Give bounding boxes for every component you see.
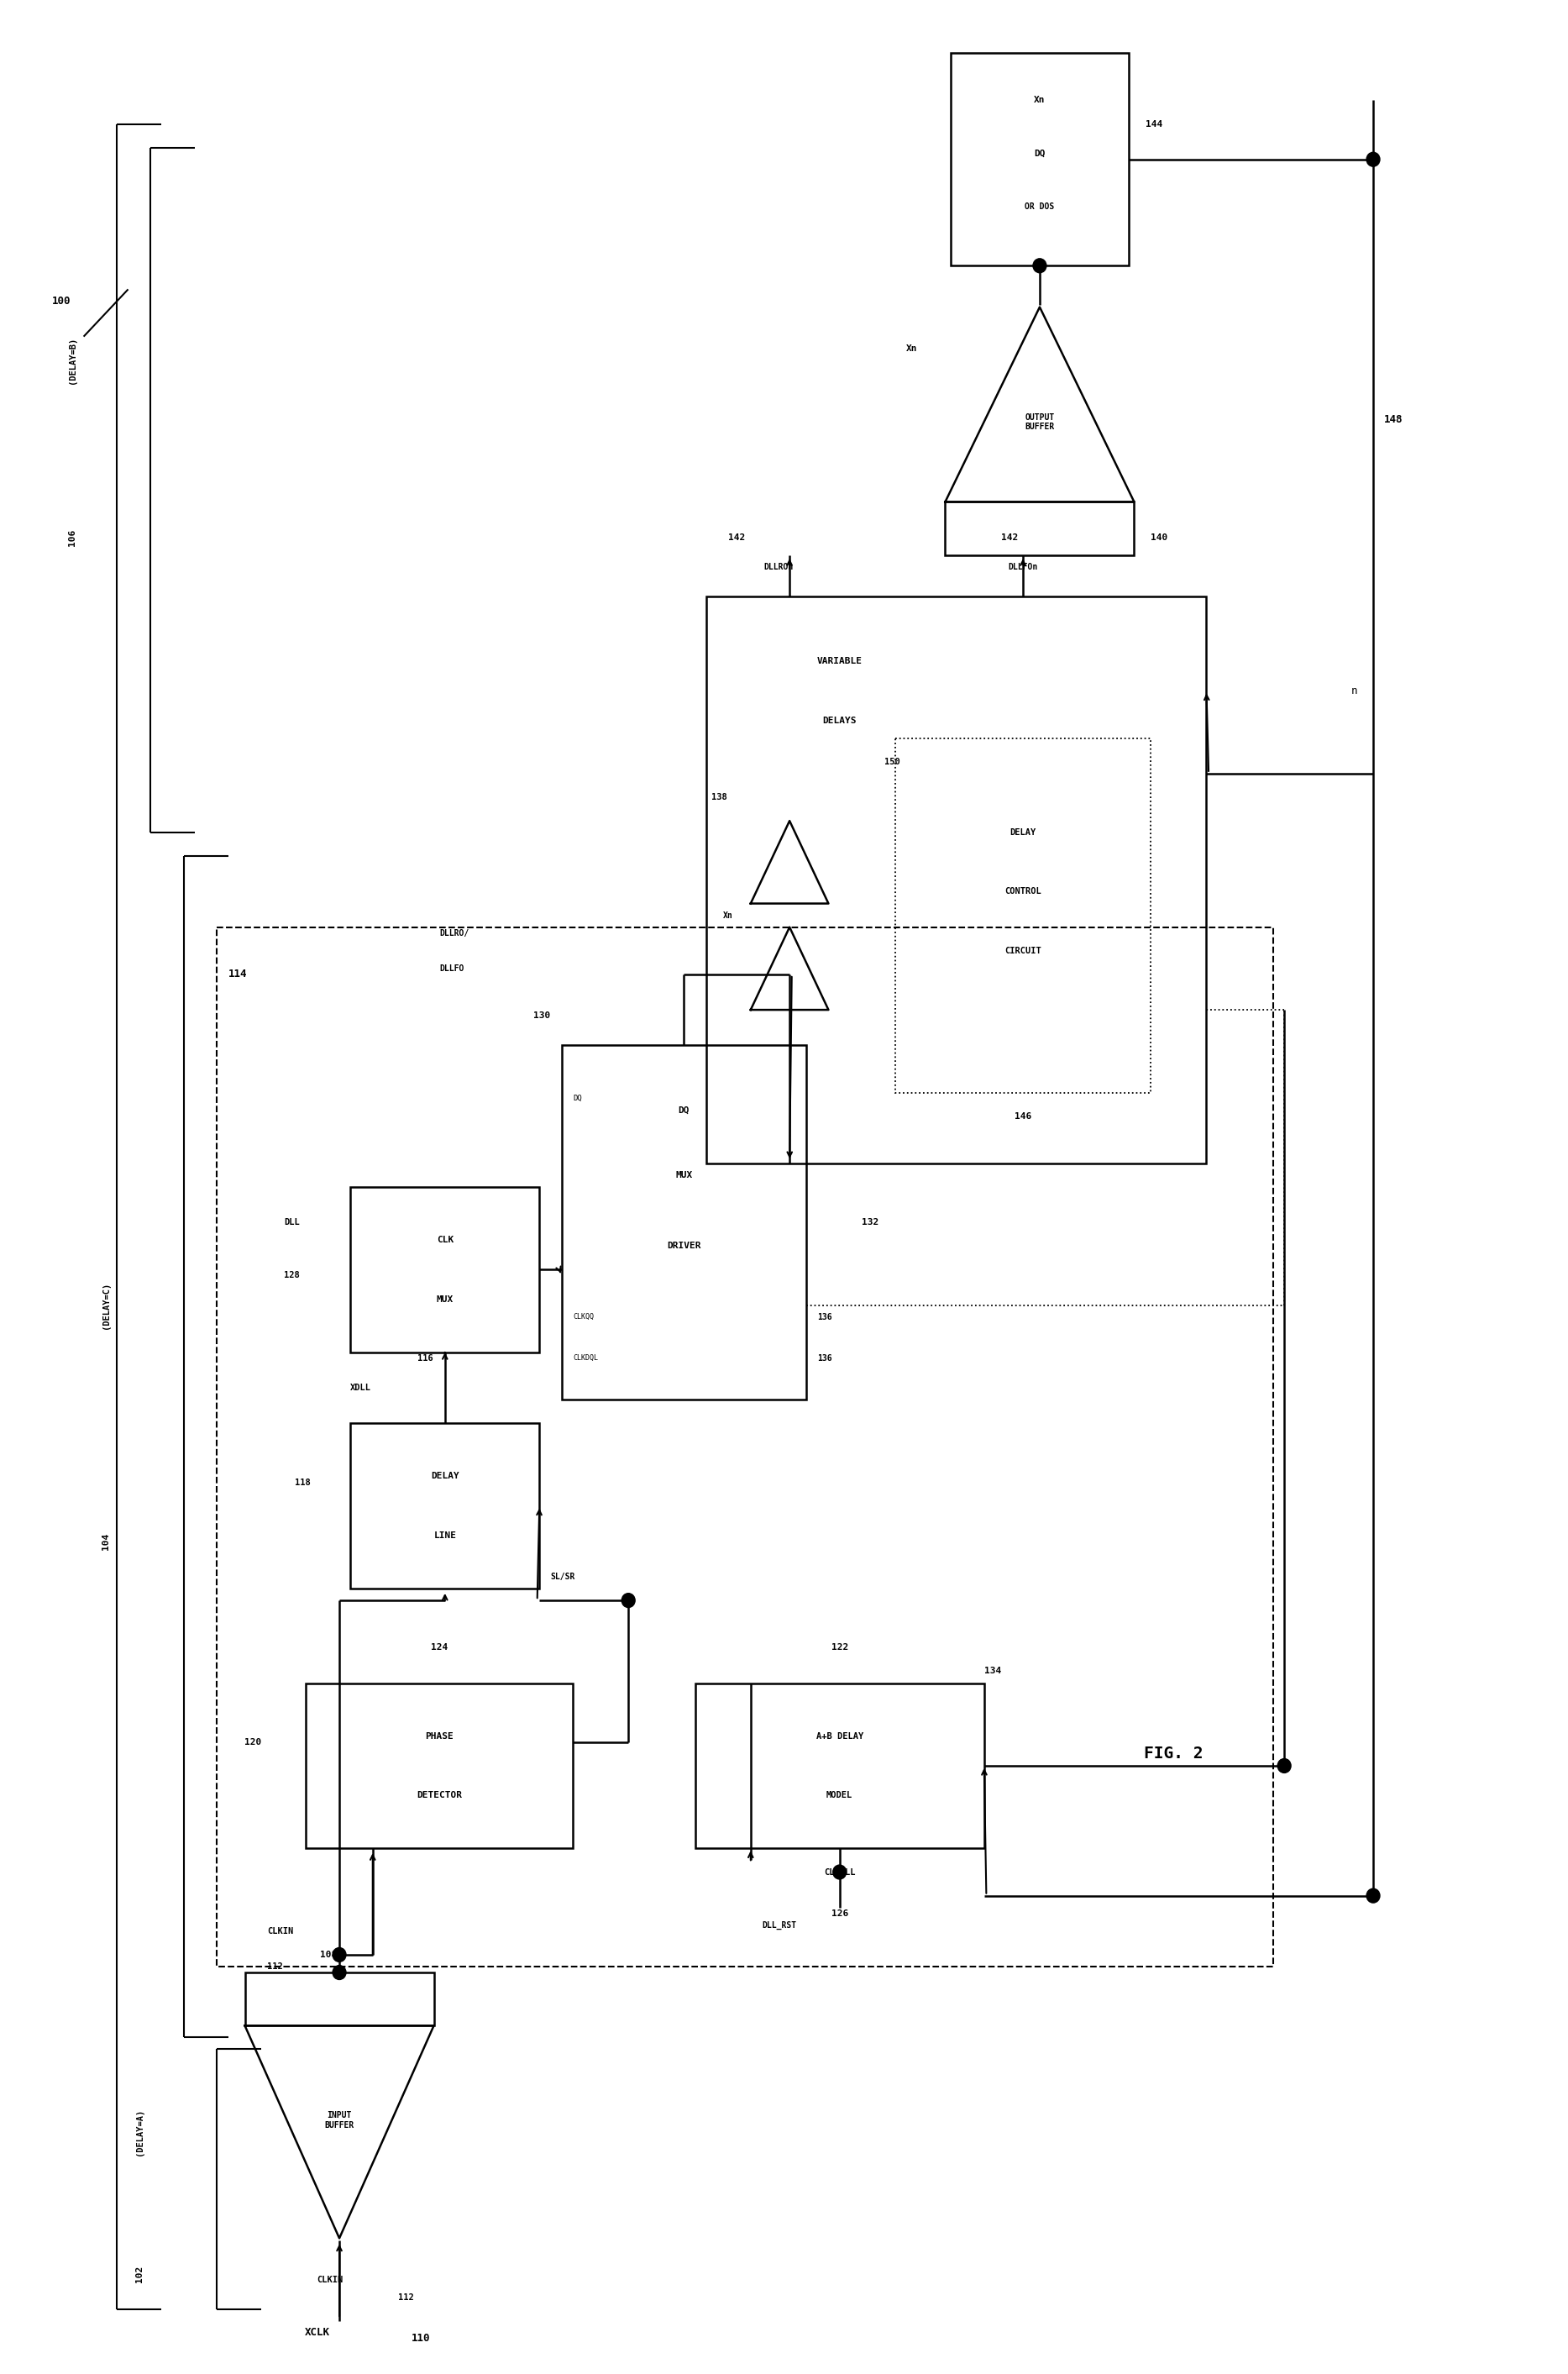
Text: XDLL: XDLL [351, 1384, 372, 1391]
Text: 110: 110 [411, 2334, 431, 2343]
Bar [306, 1683, 572, 1849]
Circle shape [1033, 259, 1046, 273]
Text: 104: 104 [102, 1534, 110, 1550]
Text: Xn: Xn [1033, 95, 1046, 104]
Circle shape [1278, 1759, 1290, 1773]
Circle shape [332, 1966, 347, 1980]
Circle shape [1367, 1890, 1380, 1904]
Text: DELAY: DELAY [1010, 829, 1036, 838]
Text: DELAYS: DELAYS [823, 717, 856, 724]
Text: 140: 140 [1151, 534, 1168, 541]
Text: XCLK: XCLK [304, 2327, 329, 2338]
Text: 102: 102 [135, 2265, 143, 2281]
Bar [561, 1045, 806, 1401]
Bar [351, 1187, 539, 1353]
Text: MUX: MUX [436, 1294, 453, 1303]
Text: MUX: MUX [676, 1170, 693, 1180]
Text: LINE: LINE [434, 1531, 456, 1541]
Text: 138: 138 [712, 793, 728, 802]
Text: 128: 128 [284, 1272, 299, 1280]
Text: CLKIN: CLKIN [267, 1928, 293, 1935]
Text: 146: 146 [1014, 1111, 1032, 1121]
Text: DRIVER: DRIVER [666, 1242, 701, 1251]
Text: CONTROL: CONTROL [1005, 888, 1041, 895]
Text: SL/SR: SL/SR [550, 1572, 575, 1581]
Bar [351, 1424, 539, 1588]
Text: 148: 148 [1385, 413, 1403, 425]
Text: 144: 144 [1145, 119, 1162, 128]
Text: CLKDQL: CLKDQL [572, 1356, 597, 1363]
Text: 142: 142 [729, 534, 745, 541]
Text: OR DOS: OR DOS [1025, 202, 1055, 211]
Text: 118: 118 [295, 1479, 310, 1486]
Bar [216, 928, 1273, 1966]
Text: VARIABLE: VARIABLE [817, 658, 862, 665]
Text: 112: 112 [267, 1963, 282, 1970]
Bar [695, 1683, 985, 1849]
Text: OUTPUT
BUFFER: OUTPUT BUFFER [1025, 413, 1055, 432]
Circle shape [621, 1593, 635, 1607]
Text: 100: 100 [52, 297, 71, 306]
Text: DQ: DQ [572, 1094, 582, 1102]
Text: 116: 116 [417, 1353, 433, 1363]
Text: CLKQQ: CLKQQ [572, 1313, 594, 1320]
Text: FIG. 2: FIG. 2 [1143, 1745, 1203, 1762]
Circle shape [1367, 152, 1380, 166]
Text: 112: 112 [398, 2293, 414, 2300]
Text: (DELAY=C): (DELAY=C) [102, 1282, 110, 1329]
Text: DQ: DQ [1033, 150, 1046, 157]
Text: DLLROn: DLLROn [764, 563, 793, 572]
Text: (DELAY=A): (DELAY=A) [135, 2108, 143, 2156]
Text: CLK: CLK [436, 1237, 453, 1244]
Text: CIRCUIT: CIRCUIT [1005, 947, 1041, 954]
Bar [946, 501, 1134, 556]
Text: 126: 126 [831, 1909, 848, 1918]
Bar [950, 52, 1129, 266]
Bar [706, 596, 1206, 1163]
Text: DLL: DLL [284, 1218, 299, 1227]
Text: Xn: Xn [906, 344, 917, 354]
Text: DETECTOR: DETECTOR [417, 1790, 463, 1799]
Text: n: n [1352, 686, 1358, 696]
Text: 136: 136 [817, 1353, 833, 1363]
Text: DLLRO/: DLLRO/ [439, 928, 469, 938]
Text: 124: 124 [431, 1643, 448, 1652]
Text: DLLFOn: DLLFOn [1008, 563, 1038, 572]
Bar [895, 738, 1151, 1092]
Text: 132: 132 [862, 1218, 878, 1227]
Text: 134: 134 [985, 1667, 1000, 1676]
Text: 142: 142 [1000, 534, 1018, 541]
Text: DELAY: DELAY [431, 1472, 459, 1481]
Text: 130: 130 [533, 1011, 550, 1021]
Text: Xn: Xn [723, 912, 732, 919]
Text: DLL_RST: DLL_RST [762, 1921, 797, 1930]
Text: MODEL: MODEL [826, 1790, 853, 1799]
Circle shape [833, 1866, 847, 1880]
Circle shape [332, 1947, 347, 1961]
Text: PHASE: PHASE [425, 1733, 453, 1740]
Text: 136: 136 [817, 1313, 833, 1320]
Text: CLKIN: CLKIN [317, 2274, 343, 2284]
Text: 150: 150 [884, 757, 900, 767]
Text: 106: 106 [69, 529, 77, 546]
Bar [245, 1973, 434, 2025]
Text: DLLFO: DLLFO [439, 964, 464, 973]
Text: 120: 120 [245, 1738, 262, 1747]
Text: 114: 114 [229, 969, 248, 980]
Text: CLKDLL: CLKDLL [823, 1868, 855, 1875]
Text: 108: 108 [320, 1951, 337, 1959]
Text: INPUT
BUFFER: INPUT BUFFER [325, 2110, 354, 2129]
Text: 122: 122 [831, 1643, 848, 1652]
Text: A+B DELAY: A+B DELAY [815, 1733, 864, 1740]
Text: DQ: DQ [679, 1106, 690, 1113]
Text: (DELAY=B): (DELAY=B) [69, 337, 77, 385]
